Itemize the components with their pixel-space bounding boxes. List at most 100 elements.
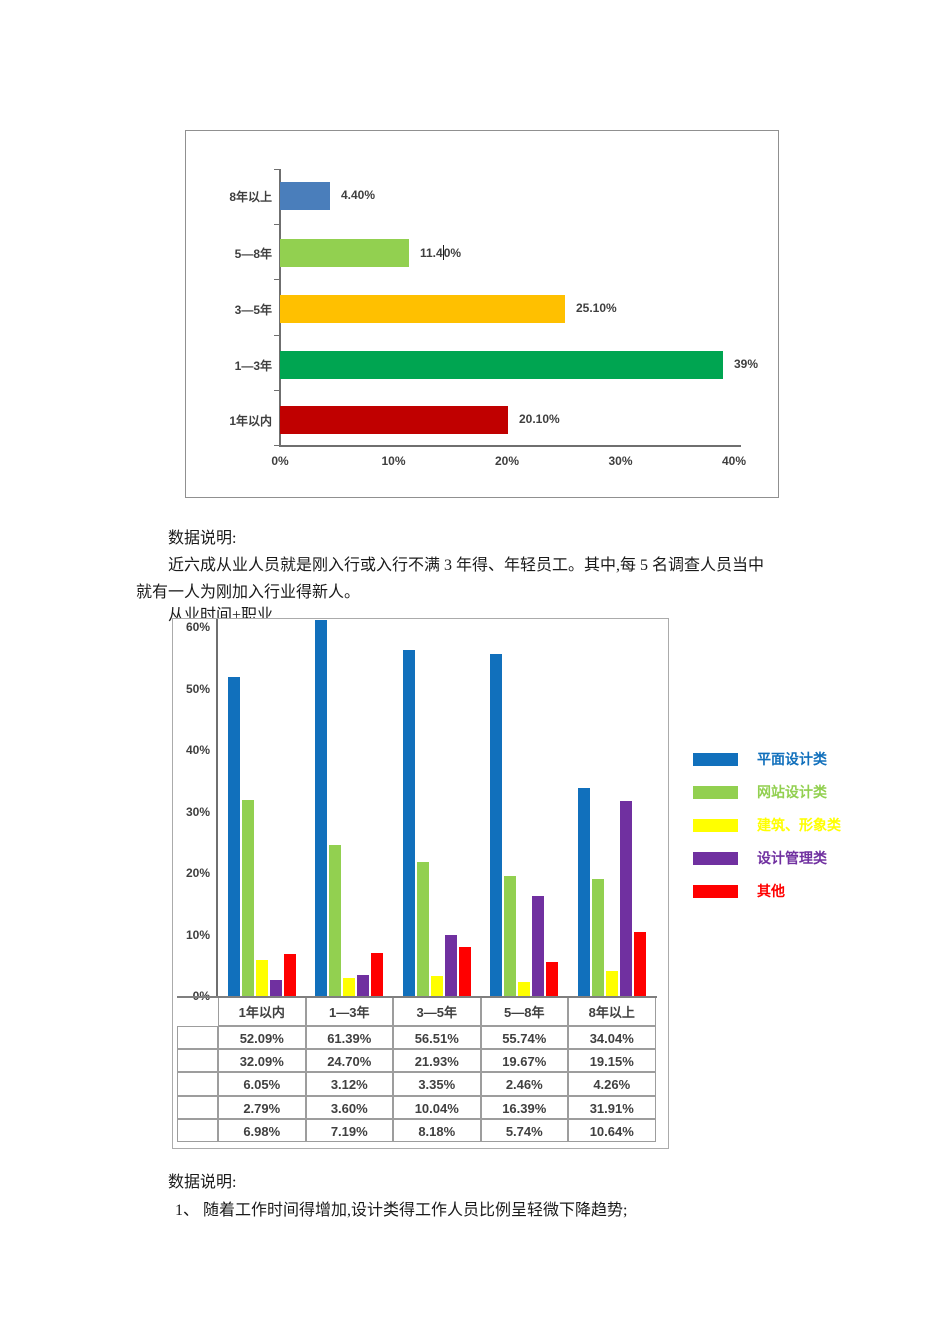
category-label: 3—5年 xyxy=(234,303,272,317)
legend-swatch xyxy=(693,786,738,799)
legend-label: 其他 xyxy=(757,883,785,899)
y-tick-label: 60% xyxy=(185,620,210,634)
legend-swatch xyxy=(693,885,738,898)
bar xyxy=(619,800,632,997)
x-tick-label: 0% xyxy=(271,454,289,468)
category-label: 8年以上 xyxy=(229,190,272,204)
bar xyxy=(430,976,443,997)
tenure-occupation-chart: 0%10%20%30%40%50%60%1年以内1—3年3—5年5—8年8年以上… xyxy=(172,618,669,1149)
table-legend-key-cell xyxy=(177,1072,218,1096)
bar xyxy=(546,961,559,997)
legend-swatch xyxy=(693,753,738,766)
table-value-cell: 3.12% xyxy=(305,1072,393,1096)
table-value-cell: 16.39% xyxy=(480,1095,568,1119)
table-value-cell: 5.74% xyxy=(480,1118,568,1142)
y-axis-line xyxy=(216,619,218,997)
table-header-cell: 8年以上 xyxy=(568,997,656,1026)
bar xyxy=(458,946,471,997)
bar xyxy=(280,295,565,323)
y-tick-label: 30% xyxy=(185,804,210,819)
table-value-cell: 21.93% xyxy=(393,1049,481,1073)
table-header-cell: 3—5年 xyxy=(393,997,481,1026)
bar xyxy=(504,876,517,997)
table-header-cell: 1年以内 xyxy=(218,997,306,1026)
table-value-cell: 8.18% xyxy=(393,1118,481,1142)
table-value-cell: 10.04% xyxy=(393,1095,481,1119)
y-tick-label: 40% xyxy=(185,743,210,757)
legend-label: 建筑、形象类 xyxy=(757,817,841,833)
table-value-cell: 19.15% xyxy=(568,1049,656,1073)
table-value-cell: 2.79% xyxy=(218,1095,306,1119)
legend-label: 设计管理类 xyxy=(757,850,827,866)
notes1-line2: 就有一人为刚加入行业得新人。 xyxy=(136,584,361,601)
bar xyxy=(357,974,370,997)
bar xyxy=(371,952,384,997)
table-legend-key-cell xyxy=(177,1026,218,1050)
y-axis-tick xyxy=(274,169,279,170)
legend-label: 平面设计类 xyxy=(757,751,827,767)
bar-value-label: 39% xyxy=(734,357,759,371)
x-axis-line xyxy=(177,996,657,998)
text-cursor xyxy=(442,245,444,260)
y-axis-tick xyxy=(274,279,279,280)
y-tick-label: 50% xyxy=(185,681,210,696)
table-value-cell: 34.04% xyxy=(568,1026,656,1050)
notes1-line1: 近六成从业人员就是刚入行或入行不满 3 年得、年轻员工。其中,每 5 名调查人员… xyxy=(168,557,765,574)
notes2-item1: 1、 随着工作时间得增加,设计类得工作人员比例呈轻微下降趋势; xyxy=(175,1202,628,1219)
bar xyxy=(343,977,356,997)
table-value-cell: 3.60% xyxy=(305,1095,393,1119)
bar xyxy=(416,862,429,997)
x-tick-label: 20% xyxy=(494,454,520,468)
x-tick-label: 40% xyxy=(721,454,747,468)
x-tick-label: 30% xyxy=(608,454,633,468)
table-value-cell: 55.74% xyxy=(480,1026,568,1050)
bar xyxy=(227,676,240,997)
table-header-cell: 1—3年 xyxy=(305,997,393,1026)
bar xyxy=(444,935,457,997)
table-legend-key-cell xyxy=(177,1118,218,1142)
bar xyxy=(255,959,268,997)
table-header-cell: 5—8年 xyxy=(480,997,568,1026)
table-legend-key-cell xyxy=(177,1049,218,1073)
bar xyxy=(605,970,618,997)
bar-value-label: 25.10% xyxy=(576,301,617,315)
notes2-heading: 数据说明: xyxy=(168,1174,237,1191)
y-axis-tick xyxy=(274,390,279,391)
notes1-heading: 数据说明: xyxy=(168,530,237,547)
table-value-cell: 52.09% xyxy=(218,1026,306,1050)
bar xyxy=(280,351,723,379)
y-tick-label: 10% xyxy=(185,927,210,942)
bar xyxy=(269,979,282,997)
table-value-cell: 6.05% xyxy=(218,1072,306,1096)
y-axis-tick xyxy=(274,224,279,225)
table-legend-key-cell xyxy=(177,1095,218,1119)
legend-label: 网站设计类 xyxy=(757,784,827,800)
bar-value-label: 4.40% xyxy=(341,188,376,202)
bar xyxy=(591,879,604,997)
table-value-cell: 32.09% xyxy=(218,1049,306,1073)
table-value-cell: 56.51% xyxy=(393,1026,481,1050)
table-value-cell: 6.98% xyxy=(218,1118,306,1142)
x-axis-line xyxy=(279,445,741,447)
x-tick-label: 10% xyxy=(381,454,406,468)
y-axis-tick xyxy=(274,335,279,336)
y-tick-label: 20% xyxy=(185,866,210,880)
table-value-cell: 10.64% xyxy=(568,1118,656,1142)
bar xyxy=(490,654,503,997)
bar-value-label: 20.10% xyxy=(519,412,560,426)
category-label: 5—8年 xyxy=(234,247,272,261)
bar xyxy=(280,182,330,210)
table-value-cell: 31.91% xyxy=(568,1095,656,1119)
legend-swatch xyxy=(693,819,738,832)
bar xyxy=(402,649,415,997)
y-axis-tick xyxy=(274,445,279,446)
bar xyxy=(283,954,296,997)
bar xyxy=(241,799,254,997)
table-value-cell: 19.67% xyxy=(480,1049,568,1073)
bar xyxy=(315,619,328,997)
legend-swatch xyxy=(693,852,738,865)
bar xyxy=(633,931,646,997)
table-value-cell: 24.70% xyxy=(305,1049,393,1073)
table-value-cell: 3.35% xyxy=(393,1072,481,1096)
tenure-bar-chart: 8年以上 4.40% 5—8年 11.40% 3—5年 25.10% 1—3年 39% 1年以内… xyxy=(185,130,779,498)
